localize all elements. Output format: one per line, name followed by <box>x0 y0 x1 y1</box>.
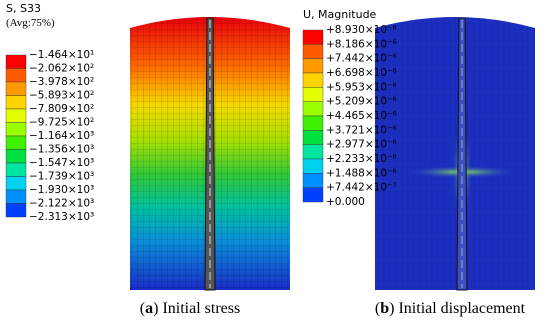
legend-swatch <box>5 122 27 137</box>
legend-swatch <box>302 158 324 174</box>
legend-swatch <box>5 162 27 177</box>
legend-label: +0.000 <box>326 196 365 208</box>
caption-prefix: ( <box>375 300 380 317</box>
legend-swatch <box>5 95 27 110</box>
legend-label: −2.062×10² <box>29 63 94 75</box>
legend-title: S, S33 <box>6 2 41 15</box>
legend-label: −7.809×10² <box>29 103 94 115</box>
legend-swatch <box>302 187 324 203</box>
legend-label: −1.164×10³ <box>29 130 94 142</box>
legend-swatch <box>5 189 27 204</box>
legend-label: −3.978×10² <box>29 76 94 88</box>
legend-label: +8.186×10⁻⁶ <box>326 38 397 50</box>
legend-label: −1.930×10³ <box>29 184 94 196</box>
caption-prefix: ( <box>140 300 145 317</box>
legend-label: −9.725×10² <box>29 117 94 129</box>
legend-swatch <box>302 130 324 145</box>
caption: (a) Initial stress <box>140 300 240 317</box>
legend-swatch <box>302 173 324 188</box>
caption-text: ) Initial displacement <box>389 300 526 317</box>
legend-swatch <box>5 81 27 96</box>
caption-text: ) Initial stress <box>153 300 240 317</box>
legend-swatch <box>302 58 324 74</box>
legend-subtitle: (Avg:75%) <box>6 17 55 29</box>
legend-label: −1.356×10³ <box>29 144 94 156</box>
legend-swatch <box>5 135 27 150</box>
stress-model <box>130 17 290 291</box>
legend-title: U, Magnitude <box>303 8 377 21</box>
legend-label: −1.464×10¹ <box>29 49 94 61</box>
legend-swatch <box>302 144 324 160</box>
legend-label: +7.442×10⁻⁶ <box>326 53 397 65</box>
legend-swatch <box>302 115 324 131</box>
legend-swatch <box>5 108 27 123</box>
legend-label: +6.698×10⁻⁶ <box>326 67 397 79</box>
legend-swatch <box>302 101 324 117</box>
legend-swatch <box>302 29 324 45</box>
caption-label: b <box>380 300 389 317</box>
legend-label: −1.739×10³ <box>29 171 94 183</box>
legend-label: +1.488×10⁻⁶ <box>326 167 397 179</box>
legend-label: +7.442×10⁻⁷ <box>326 182 397 194</box>
legend-swatch <box>5 54 27 69</box>
displacement-model <box>375 17 535 291</box>
legend-swatch <box>5 149 27 164</box>
legend-label: −2.313×10³ <box>29 211 94 223</box>
legend-swatch <box>302 87 324 102</box>
legend-label: +4.465×10⁻⁶ <box>326 110 397 122</box>
legend-label: +5.953×10⁻⁶ <box>326 81 397 93</box>
legend-label: −1.547×10³ <box>29 157 94 169</box>
legend-swatch <box>302 44 324 59</box>
legend-label: +2.977×10⁻⁶ <box>326 139 397 151</box>
legend-label: +3.721×10⁻⁶ <box>326 124 397 136</box>
legend-swatch <box>5 203 27 218</box>
legend-label: +2.233×10⁻⁶ <box>326 153 397 165</box>
caption: (b) Initial displacement <box>375 300 526 317</box>
legend-label: −2.122×10³ <box>29 198 94 210</box>
legend-swatch <box>5 68 27 83</box>
legend-swatch <box>5 176 27 191</box>
legend-swatch <box>302 72 324 88</box>
legend-label: +5.209×10⁻⁶ <box>326 96 397 108</box>
legend-label: −5.893×10² <box>29 90 94 102</box>
caption-label: a <box>145 300 153 317</box>
legend-label: +8.930×10⁻⁶ <box>326 24 397 36</box>
